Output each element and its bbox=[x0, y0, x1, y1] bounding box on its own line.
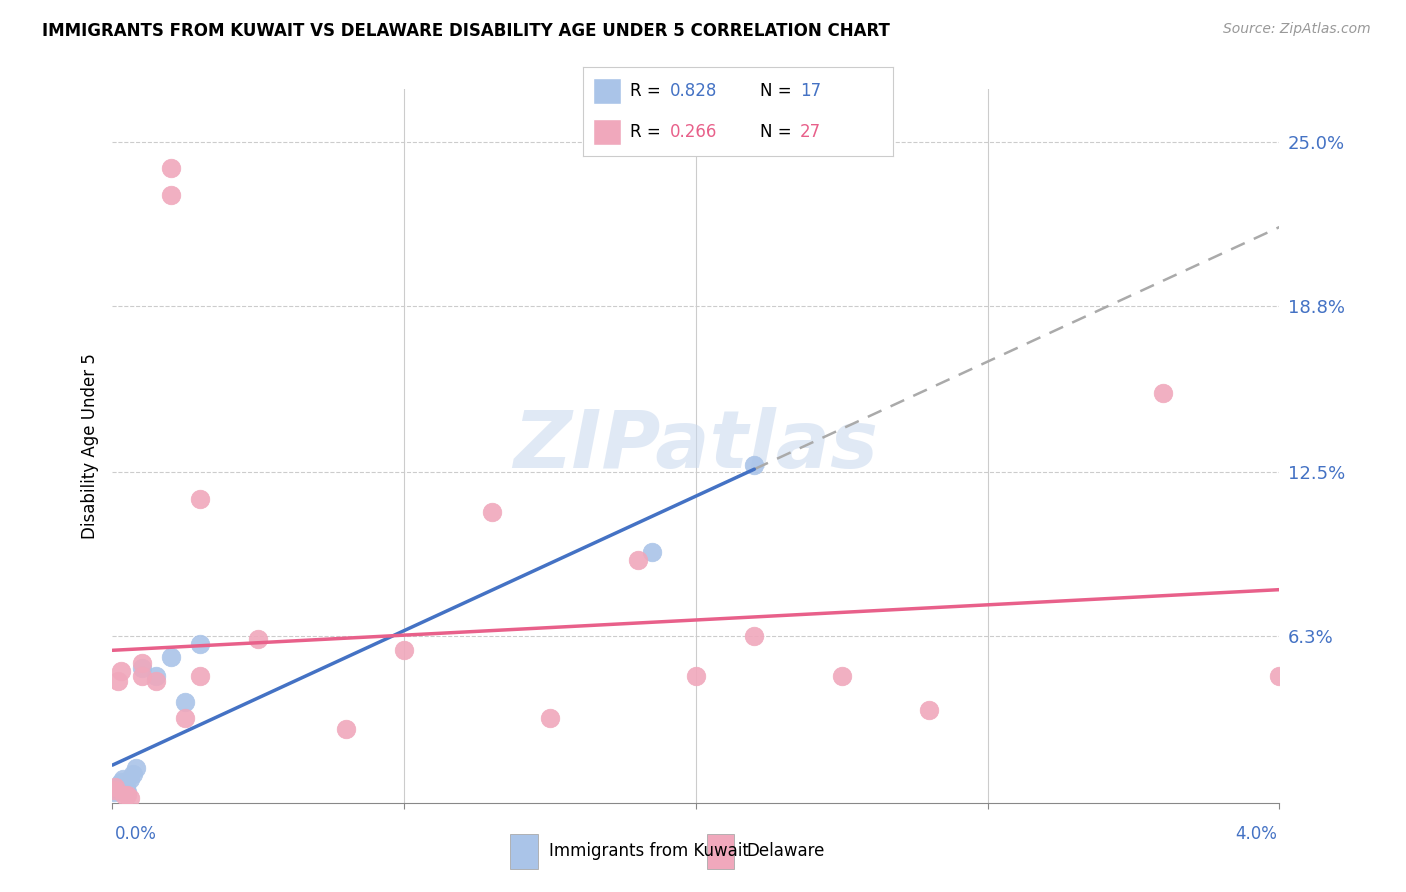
Bar bbox=[593, 119, 620, 145]
Point bbox=[145, 669, 167, 683]
Text: 4.0%: 4.0% bbox=[1234, 825, 1277, 843]
Text: 0.0%: 0.0% bbox=[115, 825, 157, 843]
Point bbox=[641, 545, 664, 559]
Text: N =: N = bbox=[759, 82, 797, 100]
Point bbox=[626, 552, 648, 566]
Point bbox=[188, 637, 211, 651]
Point bbox=[481, 505, 503, 519]
Point bbox=[247, 632, 270, 646]
Text: 0.266: 0.266 bbox=[671, 123, 717, 141]
Point bbox=[114, 780, 136, 794]
Point bbox=[131, 669, 153, 683]
Point bbox=[918, 703, 941, 717]
Y-axis label: Disability Age Under 5: Disability Age Under 5 bbox=[80, 353, 98, 539]
Point bbox=[188, 669, 211, 683]
Point bbox=[335, 722, 357, 736]
Point bbox=[125, 761, 148, 775]
Text: 27: 27 bbox=[800, 123, 821, 141]
Point bbox=[118, 772, 141, 786]
Point bbox=[1152, 386, 1174, 401]
Point bbox=[122, 766, 145, 780]
Point bbox=[160, 188, 183, 202]
Text: N =: N = bbox=[759, 123, 797, 141]
Point bbox=[104, 780, 127, 794]
Text: Immigrants from Kuwait: Immigrants from Kuwait bbox=[550, 842, 749, 861]
Point bbox=[685, 669, 707, 683]
Point bbox=[108, 777, 131, 791]
Point bbox=[174, 711, 197, 725]
Text: Source: ZipAtlas.com: Source: ZipAtlas.com bbox=[1223, 22, 1371, 37]
Point bbox=[188, 491, 211, 506]
Point bbox=[174, 695, 197, 709]
Point bbox=[112, 782, 135, 797]
Point bbox=[103, 782, 125, 797]
Point bbox=[131, 656, 153, 670]
Point bbox=[110, 774, 132, 789]
Point bbox=[392, 642, 416, 657]
Text: R =: R = bbox=[630, 123, 666, 141]
Point bbox=[107, 674, 129, 689]
Text: 0.828: 0.828 bbox=[671, 82, 717, 100]
Point bbox=[105, 782, 128, 797]
Point bbox=[115, 785, 138, 799]
Text: 17: 17 bbox=[800, 82, 821, 100]
Point bbox=[110, 664, 132, 678]
Point bbox=[111, 772, 134, 786]
Point bbox=[131, 661, 153, 675]
Text: ZIPatlas: ZIPatlas bbox=[513, 407, 879, 485]
Point bbox=[103, 785, 125, 799]
Point bbox=[160, 161, 183, 176]
Bar bbox=[593, 78, 620, 104]
Point bbox=[112, 788, 135, 802]
Point bbox=[742, 458, 765, 472]
Text: R =: R = bbox=[630, 82, 666, 100]
Point bbox=[118, 790, 141, 805]
Text: Delaware: Delaware bbox=[747, 842, 825, 861]
Point bbox=[538, 711, 561, 725]
Point bbox=[145, 674, 167, 689]
Point bbox=[115, 788, 138, 802]
Point bbox=[1268, 669, 1291, 683]
Point bbox=[107, 780, 129, 794]
Point bbox=[831, 669, 853, 683]
Text: IMMIGRANTS FROM KUWAIT VS DELAWARE DISABILITY AGE UNDER 5 CORRELATION CHART: IMMIGRANTS FROM KUWAIT VS DELAWARE DISAB… bbox=[42, 22, 890, 40]
Bar bbox=[510, 834, 537, 869]
Point bbox=[742, 629, 765, 643]
Bar bbox=[707, 834, 734, 869]
Point bbox=[104, 782, 127, 797]
Point bbox=[160, 650, 183, 665]
